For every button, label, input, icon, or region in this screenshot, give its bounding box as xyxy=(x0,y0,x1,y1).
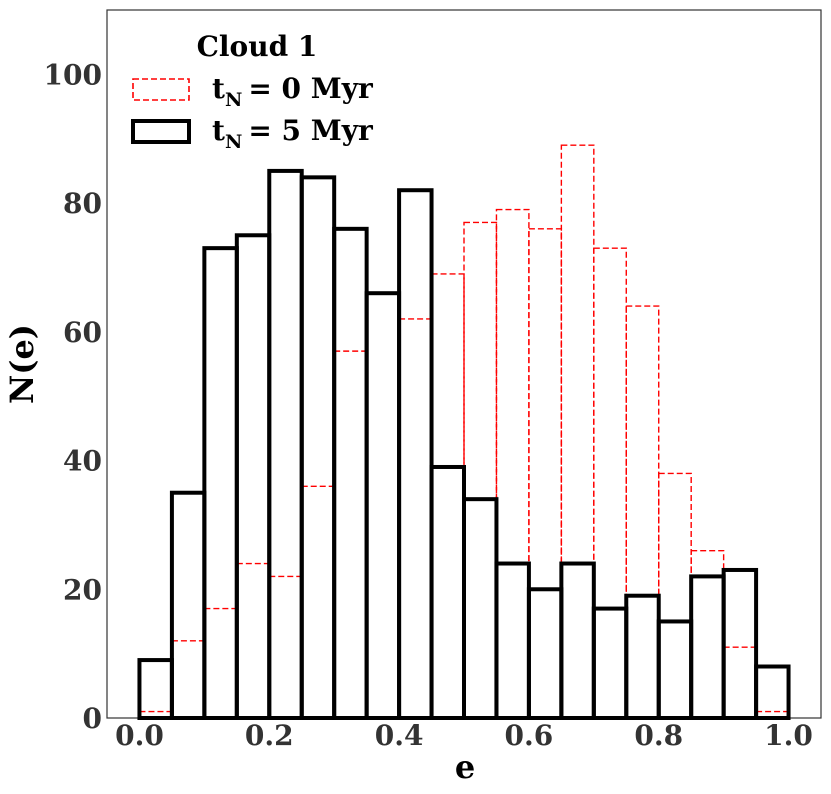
bar-series1-bin5 xyxy=(299,175,337,720)
bar-series0-bin1 xyxy=(171,640,206,719)
bar-series0-bin10 xyxy=(463,221,498,719)
y-tick-label: 80 xyxy=(63,187,102,220)
bar-series1-bin17 xyxy=(689,574,726,721)
legend-label-5myr-sub: N xyxy=(225,131,242,153)
bar-series0-bin3 xyxy=(236,562,270,719)
bar-series0-bin14 xyxy=(593,247,627,719)
bar-series1-bin1 xyxy=(169,490,207,720)
bar-series0-bin9 xyxy=(430,273,465,719)
bar-series1-bin10 xyxy=(462,497,499,720)
bar-series1-bin18 xyxy=(721,567,759,720)
y-axis-label: N(e) xyxy=(3,324,41,404)
x-tick-label: 0.6 xyxy=(505,719,554,752)
bar-series0-bin6 xyxy=(333,350,368,719)
bar-series1-bin12 xyxy=(526,587,564,720)
y-tick-label: 60 xyxy=(63,316,102,349)
bar-series1-bin4 xyxy=(267,168,304,720)
legend-label-0myr-sub: N xyxy=(225,89,242,111)
bar-series0-bin16 xyxy=(658,472,692,719)
series-1 xyxy=(137,168,791,721)
bar-series1-bin3 xyxy=(234,233,272,720)
bar-series1-bin9 xyxy=(429,464,466,720)
x-tick-label: 0.2 xyxy=(245,719,294,752)
legend-label-5myr-prefix: t xyxy=(212,114,225,147)
bar-series1-bin14 xyxy=(591,606,629,721)
bar-series1-bin2 xyxy=(202,246,239,721)
legend-swatch-5myr xyxy=(131,119,191,144)
y-tick-label: 0 xyxy=(83,702,102,735)
bar-series1-bin8 xyxy=(397,188,434,720)
bar-series0-bin12 xyxy=(528,228,563,719)
series-layer xyxy=(137,144,791,721)
bar-series0-bin2 xyxy=(203,607,238,719)
x-tick-label: 1.0 xyxy=(764,719,813,752)
tick-layer: 0.0 0.2 0.4 0.6 0.8 1.0 0 20 40 60 80 100 xyxy=(44,58,813,752)
legend-title: Cloud 1 xyxy=(197,30,318,63)
bar-series0-bin5 xyxy=(301,485,335,719)
bar-series0-bin7 xyxy=(365,292,400,719)
bar-series1-bin6 xyxy=(332,226,369,720)
bar-series1-bin19 xyxy=(754,664,791,721)
bar-series0-bin11 xyxy=(495,208,530,719)
legend-label-0myr: tN = 0 Myr xyxy=(212,72,374,111)
legend-label-0myr-prefix: t xyxy=(212,72,225,105)
bar-series0-bin4 xyxy=(268,575,303,719)
x-tick-label: 0.8 xyxy=(634,719,683,752)
x-tick-label: 0.0 xyxy=(115,719,164,752)
y-tick-label: 40 xyxy=(63,445,102,478)
legend: Cloud 1 tN = 0 Myr tN = 5 Myr xyxy=(131,30,374,153)
y-tick-label: 20 xyxy=(63,573,102,606)
bar-series1-bin15 xyxy=(624,593,661,721)
bar-series0-bin15 xyxy=(625,305,660,719)
bar-series1-bin16 xyxy=(656,619,694,720)
bar-series1-bin11 xyxy=(494,561,531,721)
x-axis-label: e xyxy=(455,748,475,786)
bar-series1-bin13 xyxy=(559,561,596,721)
legend-label-5myr-suffix: = 5 Myr xyxy=(248,114,374,147)
bar-series0-bin18 xyxy=(722,646,757,719)
legend-swatch-0myr xyxy=(132,78,190,101)
x-tick-label: 0.4 xyxy=(375,719,424,752)
legend-label-0myr-suffix: = 0 Myr xyxy=(248,72,374,105)
bar-series1-bin7 xyxy=(364,291,402,720)
bar-series1-bin0 xyxy=(137,658,174,721)
bar-series0-bin13 xyxy=(560,144,595,719)
bar-series0-bin8 xyxy=(398,318,433,719)
legend-label-5myr: tN = 5 Myr xyxy=(212,114,374,153)
y-tick-label: 100 xyxy=(44,58,102,91)
